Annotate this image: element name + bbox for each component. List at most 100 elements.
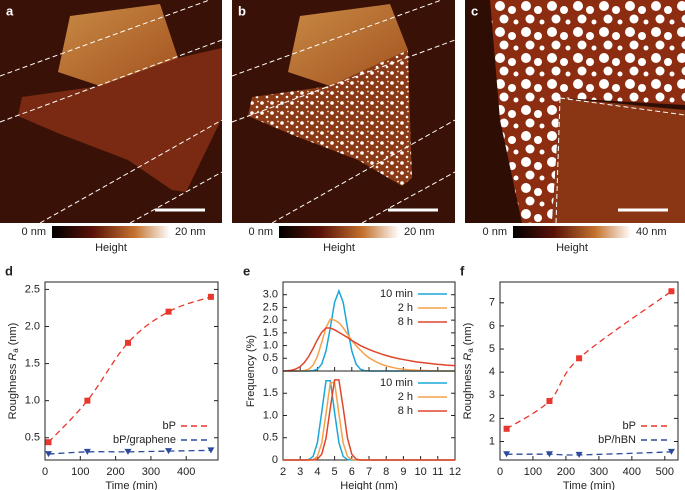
scale-min: 0 nm bbox=[483, 226, 507, 238]
x-tick-label: 100 bbox=[524, 466, 542, 478]
scale-min: 0 nm bbox=[22, 226, 46, 238]
x-tick-label: 200 bbox=[557, 466, 575, 478]
marker bbox=[545, 451, 553, 458]
legend-label: 10 min bbox=[380, 288, 413, 300]
y-axis-label: Frequency (%) bbox=[245, 335, 257, 407]
y-axis-label-part: Roughness bbox=[7, 363, 19, 419]
legend-label: bP bbox=[163, 420, 176, 432]
chart-panel: f 1 2 3 4 5 6 7 0 100 200 300 400 500 Time (min) Roughn… bbox=[460, 263, 679, 490]
scale-title: Height bbox=[556, 242, 588, 254]
y-axis-label-part: a bbox=[466, 348, 475, 353]
x-tick-label: 7 bbox=[366, 466, 372, 478]
panel-letter: f bbox=[460, 263, 465, 278]
x-tick-label: 2 bbox=[280, 466, 286, 478]
marker bbox=[45, 439, 52, 446]
panel-letter: d bbox=[5, 263, 13, 278]
y-tick-label: 2.5 bbox=[25, 283, 40, 295]
x-tick-label: 4 bbox=[314, 466, 320, 478]
x-axis-label: Time (min) bbox=[105, 480, 157, 490]
y-axis-label-part: R bbox=[462, 353, 474, 361]
y-tick-label: 1.5 bbox=[263, 327, 278, 339]
y-tick-label: 1.0 bbox=[263, 409, 278, 421]
marker bbox=[124, 339, 131, 346]
fit-curve bbox=[48, 449, 211, 455]
x-tick-label: 100 bbox=[71, 466, 89, 478]
series-line bbox=[283, 381, 455, 461]
marker bbox=[546, 398, 553, 405]
series-line bbox=[283, 288, 455, 372]
fit-curve bbox=[506, 451, 672, 456]
series-line bbox=[283, 379, 455, 461]
x-tick-label: 11 bbox=[432, 466, 443, 478]
x-tick-label: 9 bbox=[400, 466, 406, 478]
legend-label: bP/graphene bbox=[113, 434, 176, 446]
panel-letter: b bbox=[238, 3, 246, 18]
marker bbox=[165, 308, 172, 315]
marker bbox=[575, 451, 583, 458]
y-axis-label: Roughness Ra (nm) bbox=[462, 323, 475, 420]
y-tick-label: 0.5 bbox=[263, 432, 278, 444]
marker bbox=[667, 448, 675, 455]
marker bbox=[84, 397, 91, 404]
y-tick-label: 2.0 bbox=[263, 314, 278, 326]
x-tick-label: 3 bbox=[297, 466, 303, 478]
legend-label: 2 h bbox=[398, 391, 413, 403]
y-tick-label: 1.0 bbox=[263, 339, 278, 351]
plot-frame bbox=[499, 281, 679, 461]
panel-letter: e bbox=[243, 263, 250, 278]
series-line bbox=[282, 327, 456, 372]
chart-panel: d 0.5 1.0 1.5 2.0 2.5 0 100 200 300 400 Time (min) R… bbox=[5, 263, 219, 490]
series-line bbox=[283, 380, 455, 461]
x-tick-label: 400 bbox=[177, 466, 195, 478]
x-axis-label: Time (min) bbox=[563, 480, 615, 490]
legend-label: 10 min bbox=[380, 377, 413, 389]
x-tick-label: 300 bbox=[590, 466, 608, 478]
x-tick-label: 500 bbox=[656, 466, 674, 478]
y-tick-label: 0 bbox=[272, 454, 278, 466]
y-tick-label: 1.5 bbox=[263, 387, 278, 399]
scale-title: Height bbox=[95, 242, 127, 254]
y-tick-label: 2 bbox=[489, 412, 495, 424]
fit-curve bbox=[48, 296, 212, 443]
legend-label: 2 h bbox=[398, 302, 413, 314]
y-tick-label: 3 bbox=[489, 389, 495, 401]
x-tick-label: 300 bbox=[142, 466, 160, 478]
plot-frame bbox=[282, 370, 456, 461]
colorbar bbox=[513, 226, 631, 238]
x-tick-label: 12 bbox=[449, 466, 461, 478]
afm-image-b: b bbox=[232, 0, 455, 223]
colorbar-a: 0 nm 20 nm Height bbox=[22, 226, 206, 254]
y-axis-label-part: R bbox=[7, 353, 19, 361]
x-tick-label: 400 bbox=[623, 466, 641, 478]
y-axis-label-part: a bbox=[11, 348, 20, 353]
y-tick-label: 4 bbox=[489, 366, 495, 378]
x-tick-label: 6 bbox=[349, 466, 355, 478]
y-axis-label-part: Roughness bbox=[462, 363, 474, 419]
y-tick-label: 0 bbox=[272, 365, 278, 377]
x-axis-label: Height (nm) bbox=[340, 480, 397, 490]
legend-label: bP bbox=[623, 420, 636, 432]
x-tick-label: 200 bbox=[106, 466, 124, 478]
marker bbox=[503, 425, 510, 432]
x-tick-label: 8 bbox=[383, 466, 389, 478]
colorbar-b: 0 nm 20 nm Height bbox=[249, 226, 435, 254]
y-tick-label: 0.5 bbox=[263, 352, 278, 364]
afm-image-a: a bbox=[0, 0, 222, 223]
x-tick-label: 0 bbox=[497, 466, 503, 478]
colorbar bbox=[52, 226, 170, 238]
plot-frame bbox=[44, 281, 219, 461]
legend-label: bP/hBN bbox=[598, 434, 636, 446]
scale-max: 20 nm bbox=[175, 226, 206, 238]
marker bbox=[83, 448, 91, 455]
marker bbox=[576, 355, 583, 362]
colorbar bbox=[279, 226, 399, 238]
legend-label: 8 h bbox=[398, 405, 413, 417]
y-tick-label: 7 bbox=[489, 297, 495, 309]
y-tick-label: 1.5 bbox=[25, 357, 40, 369]
scale-title: Height bbox=[323, 242, 355, 254]
scale-max: 20 nm bbox=[404, 226, 435, 238]
y-tick-label: 6 bbox=[489, 320, 495, 332]
scale-max: 40 nm bbox=[636, 226, 667, 238]
